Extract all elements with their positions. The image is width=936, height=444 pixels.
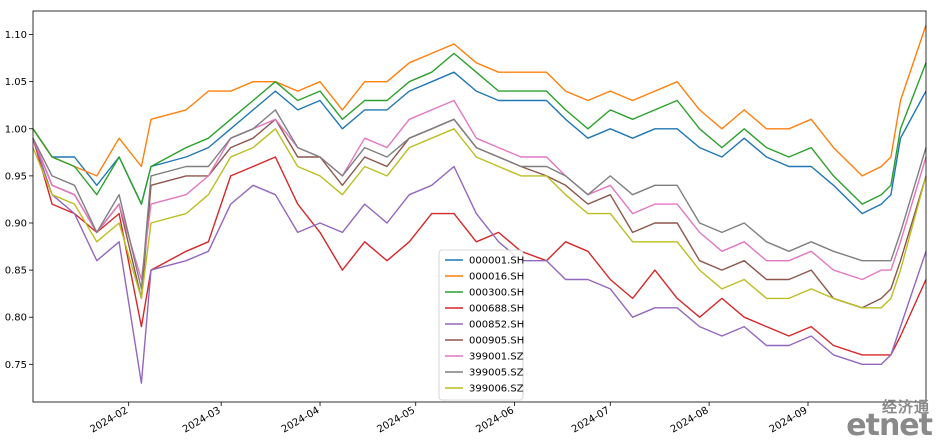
legend-box [438, 249, 524, 401]
y-tick-label: 0.85 [5, 266, 27, 277]
y-tick-label: 1.05 [5, 77, 27, 88]
plot-lines [32, 24, 927, 384]
series-line-000001.SH [32, 71, 927, 215]
plot-frame [32, 10, 927, 403]
y-tick-label: 1.00 [5, 124, 27, 135]
x-tick-label: 2024-07 [570, 405, 612, 435]
x-axis: 2024-02 2024-03 2024-04 2024-05 2024-06 2024-… [88, 402, 809, 435]
x-tick-label: 2024-05 [376, 405, 418, 435]
legend-label: 000016.SH [469, 272, 524, 283]
series-line-399001.SZ [32, 99, 927, 281]
y-tick-label: 0.95 [5, 171, 27, 182]
legend-label: 000001.SH [469, 256, 524, 267]
x-tick-label: 2024-03 [181, 405, 223, 435]
y-axis: 0.75 0.80 0.85 0.90 0.95 1.00 1.05 1.10 [5, 30, 33, 371]
x-tick-label: 2024-06 [474, 405, 516, 435]
x-tick-label: 2024-08 [669, 405, 711, 435]
series-line-000688.SH [32, 138, 927, 356]
legend-label: 399001.SZ [469, 352, 524, 363]
y-tick-label: 0.75 [5, 360, 27, 371]
legend-label: 000852.SH [469, 320, 524, 331]
legend-label: 399005.SZ [469, 368, 524, 379]
series-line-000300.SH [32, 52, 927, 205]
legend-label: 000905.SH [469, 336, 524, 347]
legend-label: 399006.SZ [469, 384, 524, 395]
series-line-399005.SZ [32, 109, 927, 290]
watermark-chinese: 经济通 [881, 398, 930, 416]
series-line-000016.SH [32, 24, 927, 177]
series-line-000852.SH [32, 137, 927, 384]
x-tick-label: 2024-02 [88, 405, 130, 435]
legend-label: 000300.SH [469, 288, 524, 299]
series-line-399006.SZ [32, 128, 927, 309]
legend: 000001.SH 000016.SH 000300.SH 000688.SH 0008… [438, 249, 524, 401]
y-tick-label: 0.90 [5, 218, 27, 229]
x-tick-label: 2024-09 [768, 405, 810, 435]
y-tick-label: 1.10 [5, 30, 27, 41]
watermark-brand: etnet [846, 408, 933, 443]
x-tick-label: 2024-04 [280, 405, 322, 435]
legend-label: 000688.SH [469, 304, 524, 315]
y-tick-label: 0.80 [5, 313, 27, 324]
